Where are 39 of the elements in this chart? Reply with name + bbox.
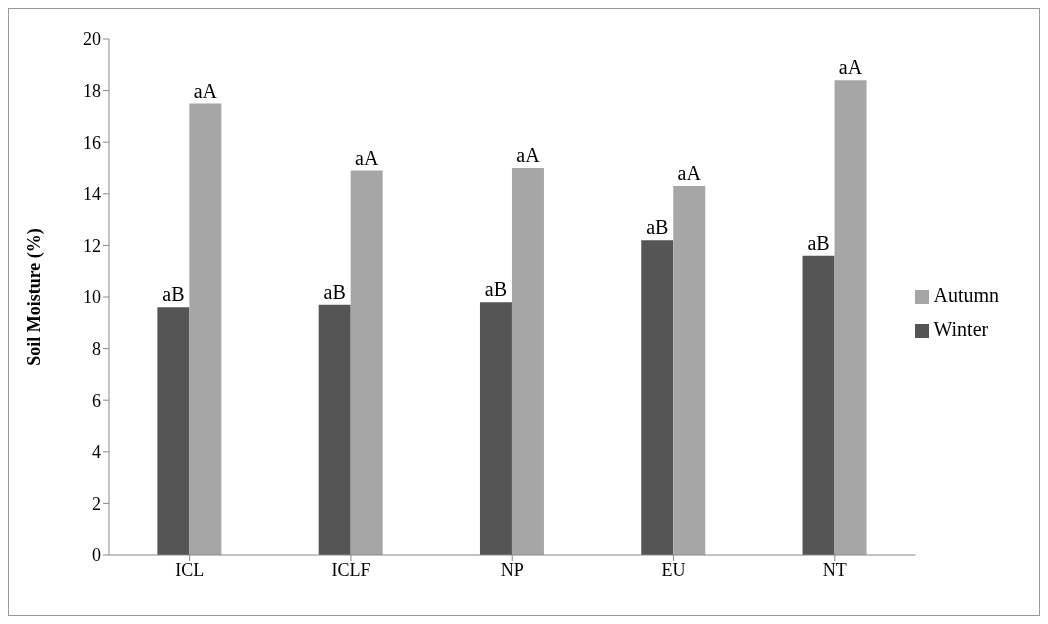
bar bbox=[350, 170, 383, 555]
y-tick-label: 16 bbox=[83, 132, 101, 153]
bar bbox=[673, 186, 706, 555]
y-tick-label: 20 bbox=[83, 29, 101, 50]
bar bbox=[157, 307, 190, 555]
bar bbox=[318, 304, 351, 555]
y-tick-label: 8 bbox=[92, 338, 101, 359]
x-tick-label: ICLF bbox=[331, 559, 371, 580]
y-tick-label: 10 bbox=[83, 287, 101, 308]
y-tick-label: 2 bbox=[92, 493, 101, 514]
y-axis-title: Soil Moisture (%) bbox=[24, 228, 46, 366]
legend-label: Autumn bbox=[933, 284, 999, 306]
bar bbox=[511, 168, 544, 555]
x-tick-label: NT bbox=[822, 559, 847, 580]
annotation: aB bbox=[807, 231, 830, 254]
annotation: aA bbox=[193, 79, 218, 102]
y-tick-label: 18 bbox=[83, 80, 101, 101]
y-tick-label: 4 bbox=[92, 442, 101, 463]
y-tick-label: 0 bbox=[92, 545, 101, 566]
annotation: aB bbox=[646, 216, 669, 239]
annotation: aA bbox=[677, 162, 702, 185]
y-tick-label: 12 bbox=[83, 235, 101, 256]
annotation: aA bbox=[516, 144, 541, 166]
bar bbox=[479, 302, 512, 555]
annotation: aB bbox=[162, 283, 185, 306]
annotation: aB bbox=[484, 278, 508, 301]
annotation: aB bbox=[323, 280, 346, 303]
y-tick-label: 14 bbox=[83, 184, 101, 205]
y-tick-label: 6 bbox=[92, 390, 101, 411]
bar bbox=[834, 80, 867, 555]
legend-label: Winter bbox=[933, 318, 989, 340]
x-tick-label: EU bbox=[661, 559, 686, 580]
bar bbox=[802, 255, 835, 555]
annotation: aA bbox=[838, 56, 863, 79]
bar bbox=[189, 103, 222, 555]
bar bbox=[641, 240, 674, 555]
x-tick-label: ICL bbox=[175, 559, 205, 580]
annotation: aA bbox=[355, 146, 379, 169]
x-tick-label: NP bbox=[500, 559, 524, 580]
